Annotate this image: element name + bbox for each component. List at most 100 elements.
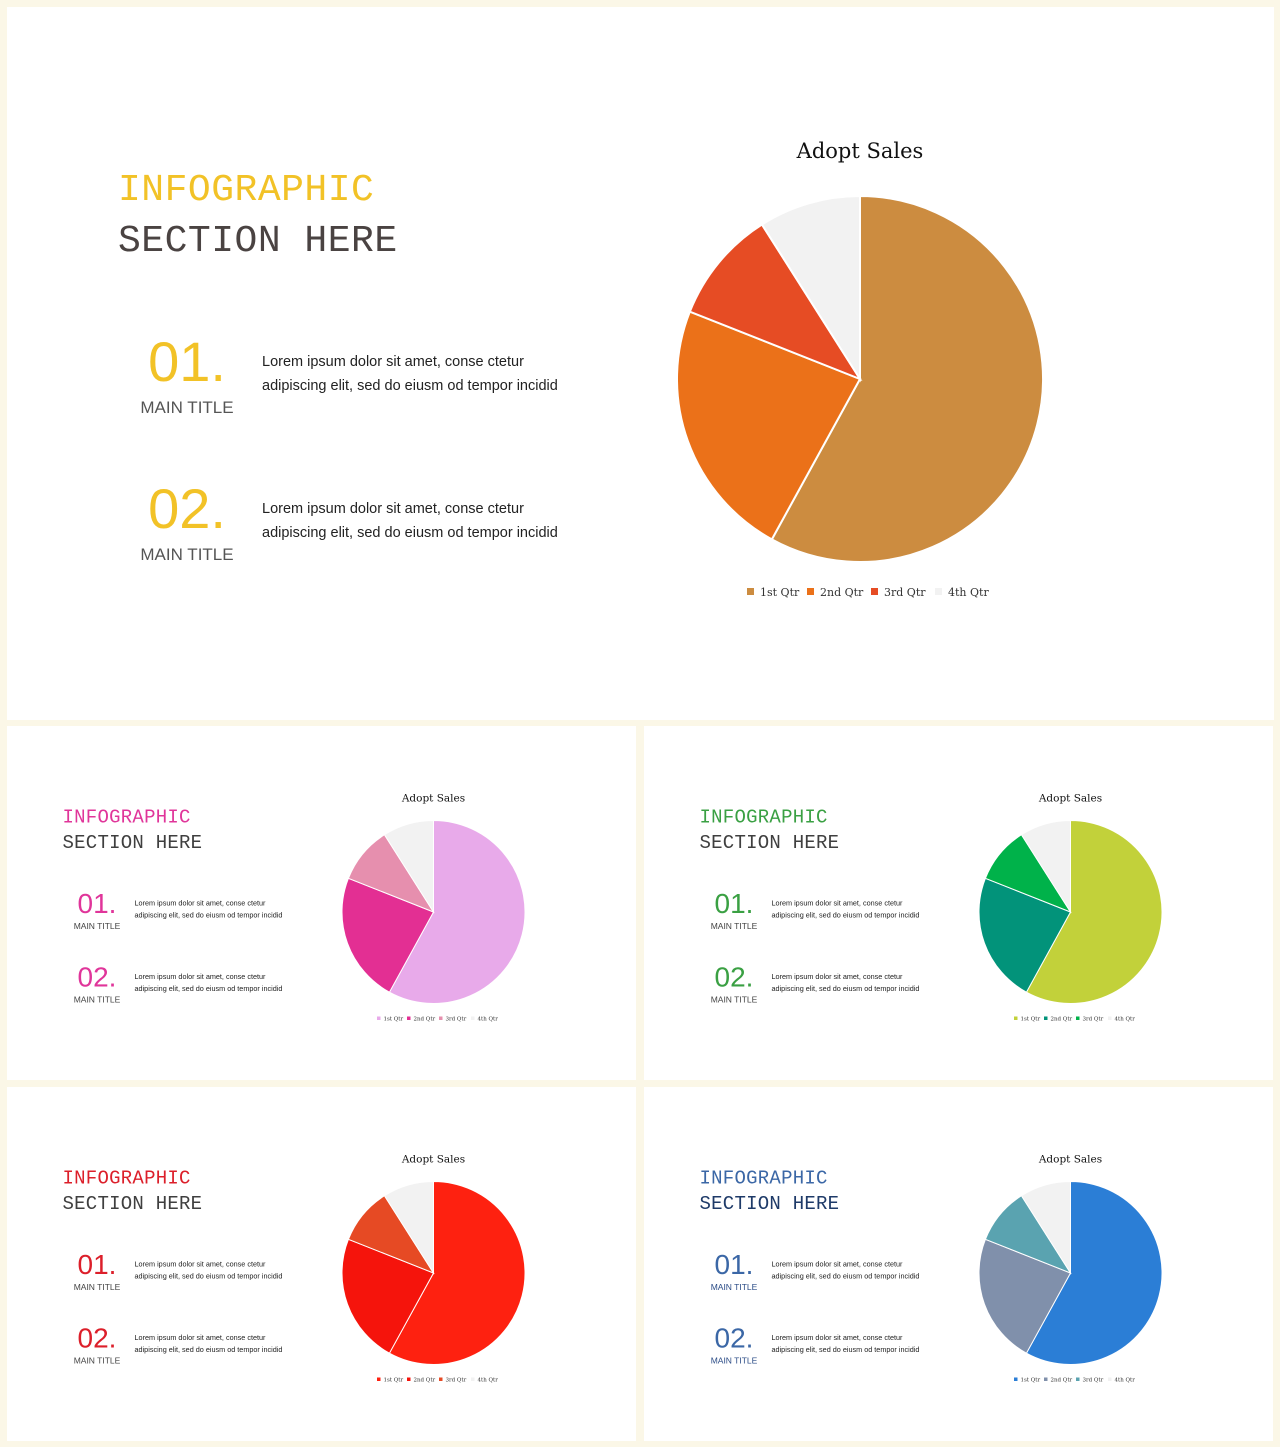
section-title-line1: INFOGRAPHIC [699, 1168, 828, 1190]
list-item: 02. MAIN TITLE Lorem ipsum dolor sit amet,… [57, 1323, 337, 1378]
pie-slice-1st-qtr [1025, 819, 1163, 1004]
pie-slices [978, 1180, 1163, 1365]
legend-item: 4th Qtr [471, 1016, 499, 1023]
item-description: Lorem ipsum dolor sit amet, conse ctetur… [134, 1334, 283, 1354]
slide-content: INFOGRAPHIC SECTION HERE 01. MAIN TITLE Lore… [644, 1087, 1273, 1441]
legend-label: 3rd Qtr [446, 1017, 467, 1023]
section-title-line2: SECTION HERE [62, 832, 203, 855]
list-item: 02. MAIN TITLE Lorem ipsum dolor sit amet,… [57, 962, 337, 1017]
slide-1: INFOGRAPHIC SECTION HERE 01. MAIN TITLE Lore… [7, 7, 1274, 720]
pie-slices [341, 819, 526, 1004]
legend-swatch [407, 1016, 411, 1020]
section-title-line2: SECTION HERE [62, 1193, 203, 1216]
legend-item: 1st Qtr [377, 1377, 404, 1384]
pie-slices [676, 194, 1045, 563]
chart-legend: 1st Qtr 2nd Qtr 3rd Qtr 4th Qtr [747, 586, 989, 599]
chart-legend: 1st Qtr 2nd Qtr 3rd Qtr 4th Qtr [377, 1016, 499, 1023]
item-main-title: MAIN TITLE [73, 1282, 121, 1293]
legend-label: 2nd Qtr [414, 1017, 436, 1023]
slide-content: INFOGRAPHIC SECTION HERE 01. MAIN TITLE Lore… [7, 726, 636, 1080]
legend-swatch [871, 588, 878, 595]
item-main-title: MAIN TITLE [73, 921, 121, 932]
item-number: 01. [148, 330, 226, 393]
item-description: Lorem ipsum dolor sit amet, conse ctetur… [262, 501, 558, 541]
legend-swatch [807, 588, 814, 595]
pie-chart: Adopt Sales 1st Qtr 2nd Qtr 3rd Qtr 4th Qtr [978, 1154, 1163, 1384]
pie-slices [341, 1180, 526, 1365]
legend-label: 3rd Qtr [446, 1378, 467, 1384]
legend-label: 2nd Qtr [1051, 1378, 1073, 1384]
legend-swatch [1014, 1016, 1018, 1020]
chart-legend: 1st Qtr 2nd Qtr 3rd Qtr 4th Qtr [377, 1377, 498, 1384]
pie-slice-1st-qtr [388, 1180, 526, 1365]
legend-swatch [439, 1377, 443, 1381]
legend-swatch [1014, 1377, 1018, 1381]
legend-item: 4th Qtr [471, 1377, 498, 1384]
slide-content: INFOGRAPHIC SECTION HERE 01. MAIN TITLE Lore… [7, 1087, 636, 1441]
slide-content: INFOGRAPHIC SECTION HERE 01. MAIN TITLE Lore… [644, 726, 1273, 1080]
list-item: 02. MAIN TITLE Lorem ipsum dolor sit amet,… [694, 962, 974, 1017]
legend-label: 2nd Qtr [1051, 1017, 1073, 1023]
section-title-line1: INFOGRAPHIC [62, 807, 191, 829]
chart-title: Adopt Sales [796, 139, 924, 163]
list-item: 02. MAIN TITLE Lorem ipsum dolor sit amet,… [694, 1323, 974, 1378]
legend-swatch [1076, 1016, 1080, 1020]
section-title-line1: INFOGRAPHIC [699, 807, 828, 829]
pie-slice-1st-qtr [388, 819, 526, 1004]
item-description: Lorem ipsum dolor sit amet, conse ctetur… [771, 973, 920, 993]
legend-swatch [407, 1377, 411, 1381]
slide-4: INFOGRAPHIC SECTION HERE 01. MAIN TITLE Lore… [7, 1087, 636, 1441]
legend-label: 4th Qtr [1115, 1378, 1136, 1384]
pie-chart: Adopt Sales 1st Qtr 2nd Qtr 3rd Qtr 4th Qtr [341, 793, 526, 1023]
item-description: Lorem ipsum dolor sit amet, conse ctetur… [771, 1334, 920, 1354]
list-item: 01. MAIN TITLE Lorem ipsum dolor sit amet,… [694, 888, 974, 944]
legend-item: 2nd Qtr [1044, 1377, 1073, 1384]
legend-label: 1st Qtr [384, 1017, 404, 1023]
slide-content: INFOGRAPHIC SECTION HERE 01. MAIN TITLE Lore… [7, 7, 1274, 720]
legend-label: 4th Qtr [478, 1017, 499, 1023]
pie-slice-2nd-qtr [676, 310, 862, 541]
pie-slice-2nd-qtr [978, 1238, 1072, 1354]
item-number: 02. [714, 961, 754, 993]
legend-label: 1st Qtr [384, 1378, 404, 1384]
item-number: 02. [77, 1322, 117, 1354]
chart-title: Adopt Sales [401, 1154, 465, 1166]
pie-slice-4th-qtr [760, 194, 861, 383]
legend-label: 4th Qtr [1115, 1017, 1136, 1023]
legend-item: 4th Qtr [935, 586, 989, 599]
legend-item: 4th Qtr [1108, 1377, 1136, 1384]
pie-slices [978, 819, 1163, 1004]
legend-label: 3rd Qtr [884, 586, 926, 599]
chart-legend: 1st Qtr 2nd Qtr 3rd Qtr 4th Qtr [1014, 1016, 1136, 1023]
item-description: Lorem ipsum dolor sit amet, conse ctetur… [262, 354, 558, 394]
item-main-title: MAIN TITLE [140, 398, 234, 417]
legend-swatch [1108, 1016, 1112, 1020]
item-number: 01. [714, 1248, 754, 1280]
legend-item: 4th Qtr [1108, 1016, 1136, 1023]
pie-slice-2nd-qtr [341, 1238, 435, 1354]
item-main-title: MAIN TITLE [710, 1282, 758, 1293]
legend-item: 3rd Qtr [439, 1016, 467, 1023]
pie-slice-3rd-qtr [688, 223, 863, 382]
legend-item: 3rd Qtr [439, 1377, 467, 1384]
section-title-line2: SECTION HERE [118, 220, 398, 263]
chart-title: Adopt Sales [1038, 1154, 1102, 1166]
chart-title: Adopt Sales [1038, 793, 1102, 805]
legend-label: 3rd Qtr [1083, 1378, 1104, 1384]
item-number: 01. [77, 887, 117, 919]
pie-slice-4th-qtr [383, 1180, 434, 1275]
list-item: 02. MAIN TITLE Lorem ipsum dolor sit amet,… [107, 479, 667, 589]
chart-legend: 1st Qtr 2nd Qtr 3rd Qtr 4th Qtr [1014, 1377, 1136, 1384]
legend-item: 2nd Qtr [407, 1016, 436, 1023]
pie-slice-2nd-qtr [341, 877, 435, 993]
legend-swatch [1044, 1377, 1048, 1381]
item-description: Lorem ipsum dolor sit amet, conse ctetur… [134, 1260, 283, 1281]
item-main-title: MAIN TITLE [73, 1356, 121, 1366]
item-description: Lorem ipsum dolor sit amet, conse ctetur… [771, 1260, 920, 1281]
list-item: 01. MAIN TITLE Lorem ipsum dolor sit amet,… [57, 1249, 337, 1305]
slide-3: INFOGRAPHIC SECTION HERE 01. MAIN TITLE Lore… [644, 726, 1273, 1080]
item-number: 02. [77, 961, 117, 993]
section-title-line1: INFOGRAPHIC [62, 1168, 191, 1190]
section-title-line2: SECTION HERE [699, 1193, 840, 1216]
item-description: Lorem ipsum dolor sit amet, conse ctetur… [134, 973, 283, 993]
